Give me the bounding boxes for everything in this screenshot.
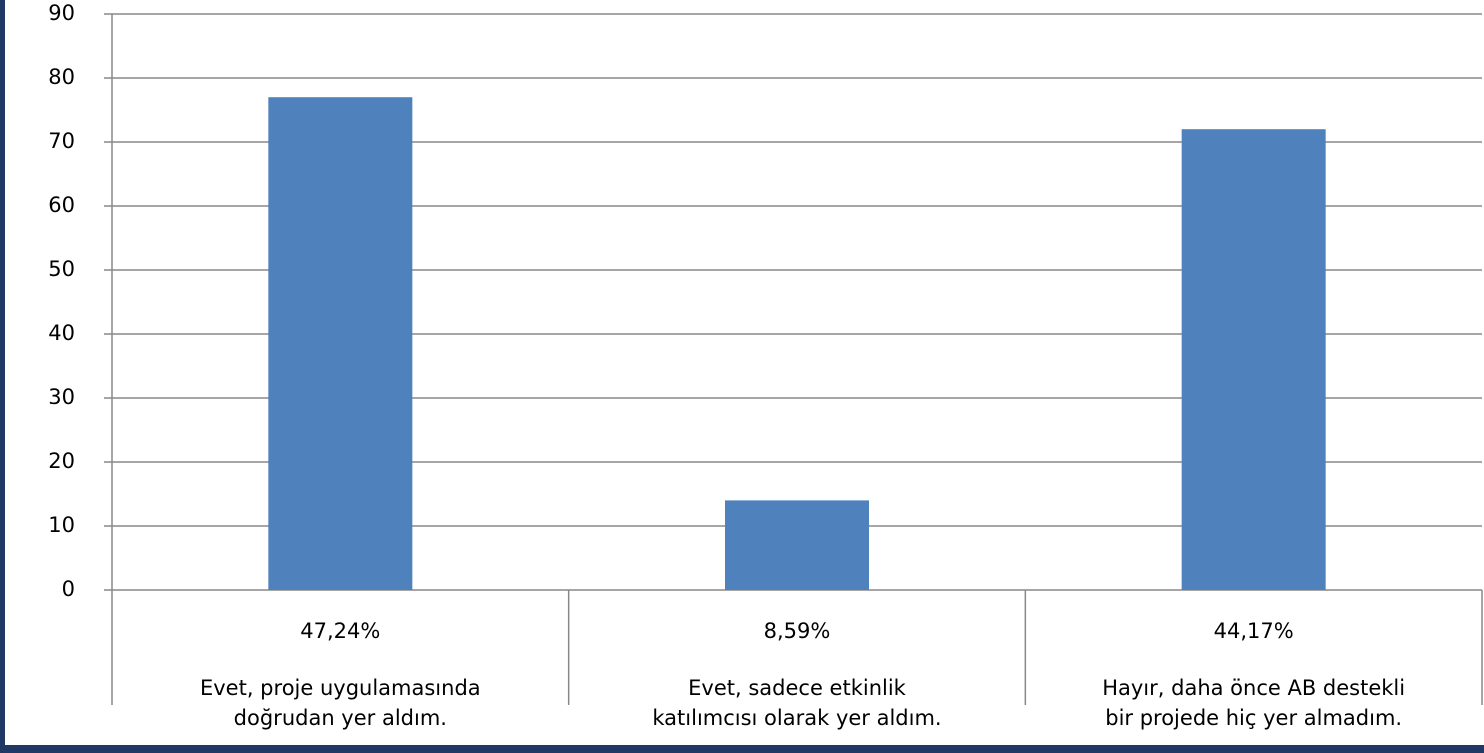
y-tick-label: 20 — [48, 449, 75, 473]
y-tick-label: 70 — [48, 129, 75, 153]
y-tick-label: 30 — [48, 385, 75, 409]
y-tick-label: 40 — [48, 321, 75, 345]
x-tick-label: katılımcısı olarak yer aldım. — [652, 706, 941, 730]
x-tick-label: Hayır, daha önce AB destekli — [1102, 676, 1405, 700]
frame-left — [0, 0, 5, 753]
bar — [1181, 129, 1326, 590]
percent-label: 8,59% — [764, 619, 831, 643]
percent-label: 47,24% — [300, 619, 380, 643]
x-tick-label: Evet, sadece etkinlik — [688, 676, 907, 700]
bar — [725, 500, 869, 590]
y-tick-label: 60 — [48, 193, 75, 217]
y-tick-label: 80 — [48, 65, 75, 89]
frame-bottom — [0, 745, 1484, 753]
y-tick-label: 90 — [48, 1, 75, 25]
y-tick-label: 0 — [62, 577, 75, 601]
bar — [268, 97, 413, 590]
x-tick-label: bir projede hiç yer almadım. — [1105, 706, 1402, 730]
x-tick-label: Evet, proje uygulamasında — [200, 676, 481, 700]
percent-label: 44,17% — [1214, 619, 1294, 643]
y-tick-label: 50 — [48, 257, 75, 281]
x-tick-label: doğrudan yer aldım. — [234, 706, 447, 730]
y-tick-label: 10 — [48, 513, 75, 537]
